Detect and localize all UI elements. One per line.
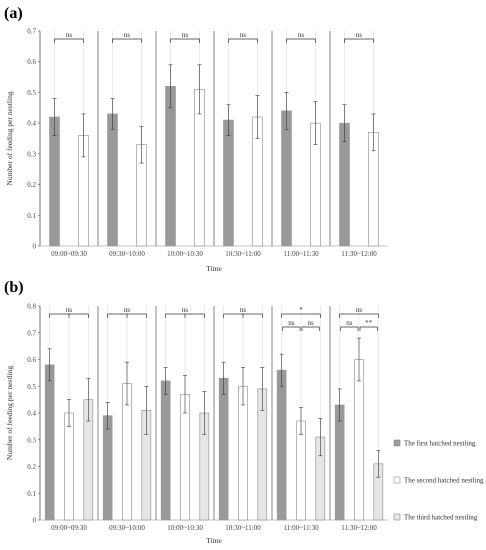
significance-bracket: [54, 38, 84, 43]
significance-label: *: [299, 306, 303, 314]
y-tick-label: 0.8: [27, 303, 36, 311]
y-tick-label: 0.2: [27, 463, 36, 471]
significance-bracket-right: [359, 326, 378, 331]
y-tick-label: 0.4: [27, 410, 36, 418]
y-axis-title: Number of feeding per nestling: [5, 366, 14, 460]
bar: [107, 113, 118, 247]
significance-label: ns: [288, 319, 295, 327]
panel-label-b: (b): [4, 279, 24, 296]
y-tick-label: 0.7: [27, 28, 36, 36]
significance-bracket: [112, 38, 142, 43]
bar: [238, 385, 248, 521]
significance-bracket-left: [282, 326, 301, 331]
y-tick-label: 0.3: [27, 150, 36, 158]
bar: [44, 364, 55, 521]
x-tick-label: 09:00~09:30: [51, 250, 87, 258]
bar: [218, 377, 229, 521]
chart-a: 0 0.1 0.2 0.3 0.4 0.5 0.6 0.7 Number of feeding …: [5, 28, 388, 273]
significance-label: ns: [240, 31, 247, 39]
significance-label: ns: [298, 31, 305, 39]
significance-label: ns: [356, 31, 363, 39]
y-tick-label: 0.6: [27, 58, 36, 66]
y-tick-label: 0.4: [27, 120, 36, 128]
legend-label: The third hatched nestling: [404, 514, 478, 522]
significance-bracket-right: [301, 326, 320, 331]
significance-label: ns: [124, 31, 131, 39]
y-tick-label: 0: [33, 517, 37, 525]
y-tick-label: 0.1: [27, 490, 36, 498]
x-tick-label: 10:30~11:00: [225, 250, 261, 258]
y-tick-label: 0.5: [27, 383, 36, 391]
bar: [160, 380, 171, 521]
y-tick-label: 0.1: [27, 212, 36, 220]
significance-bracket-outer: [281, 313, 321, 318]
y-tick-label: 0.6: [27, 356, 36, 364]
significance-label: **: [365, 319, 373, 327]
significance-label: ns: [182, 306, 189, 314]
x-tick-label: 11:00~11:30: [283, 250, 319, 258]
x-tick-label: 10:00~10:30: [167, 250, 203, 258]
legend-swatch: [393, 439, 401, 447]
chart-b: 0 0.1 0.2 0.3 0.4 0.5 0.6 0.7 0.8 Number of feedi…: [5, 303, 388, 545]
significance-label: ns: [356, 306, 363, 314]
legend: The first hatched nestling The second hat…: [393, 439, 484, 522]
legend-label: The first hatched nestling: [404, 440, 476, 448]
bar: [354, 359, 364, 521]
x-tick-label: 09:00~09:30: [51, 524, 87, 532]
x-tick-label: 11:00~11:30: [283, 524, 319, 532]
y-tick-label: 0: [33, 243, 37, 251]
bar: [296, 420, 306, 521]
bar: [165, 85, 176, 247]
bar: [64, 412, 74, 521]
significance-bracket: [228, 38, 258, 43]
x-tick-label: 10:00~10:30: [167, 524, 203, 532]
significance-bracket: [170, 38, 200, 43]
bar: [49, 116, 60, 247]
significance-label: ns: [182, 31, 189, 39]
x-tick-label: 10:30~11:00: [225, 524, 261, 532]
y-tick-label: 0.7: [27, 329, 36, 337]
significance-bracket: [286, 38, 316, 43]
panel-label-a: (a): [4, 5, 23, 22]
y-tick-label: 0.2: [27, 181, 36, 189]
legend-swatch: [393, 476, 401, 484]
x-tick-label: 11:30~12:00: [341, 524, 377, 532]
significance-label: ns: [240, 306, 247, 314]
legend-swatch: [393, 513, 401, 521]
significance-label: ns: [66, 306, 73, 314]
bar: [334, 404, 345, 521]
significance-bracket-outer: [339, 313, 379, 318]
y-tick-label: 0.3: [27, 436, 36, 444]
significance-label: ns: [308, 319, 315, 327]
y-tick-label: 0.5: [27, 89, 36, 97]
x-tick-label: 11:30~12:00: [341, 250, 377, 258]
y-axis-title: Number of feeding per nestling: [5, 91, 14, 185]
bar: [223, 119, 234, 247]
x-axis-title: Time: [206, 264, 222, 273]
x-tick-label: 09:30~10:00: [109, 524, 145, 532]
bar: [102, 415, 113, 521]
significance-bracket: [344, 38, 374, 43]
bar: [276, 369, 287, 521]
significance-bracket-left: [340, 326, 359, 331]
significance-label: ns: [346, 319, 353, 327]
significance-label: ns: [66, 31, 73, 39]
x-tick-label: 09:30~10:00: [109, 250, 145, 258]
significance-label: ns: [124, 306, 131, 314]
x-axis-title: Time: [206, 536, 222, 545]
bar: [281, 110, 292, 247]
legend-label: The second hatched nestling: [404, 477, 484, 485]
